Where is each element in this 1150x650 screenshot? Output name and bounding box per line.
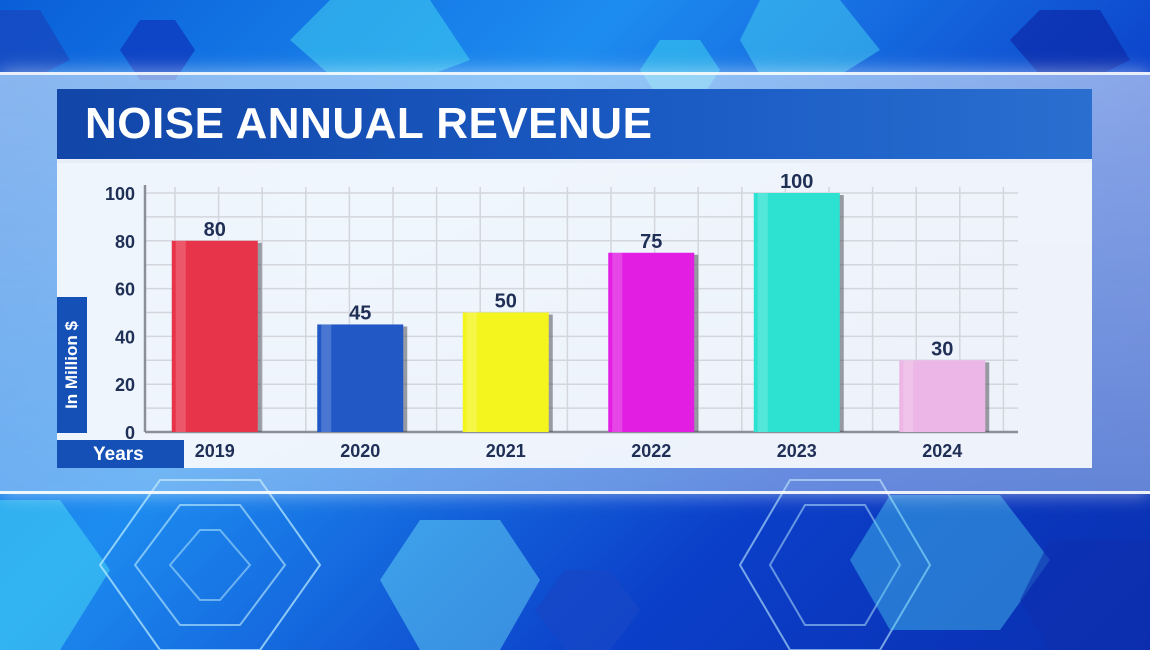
bar	[171, 240, 258, 432]
bar-highlight	[175, 240, 186, 432]
x-tick-label: 2019	[195, 441, 235, 461]
x-tick-label: 2024	[922, 441, 962, 461]
bar	[462, 312, 549, 432]
bar	[899, 360, 986, 432]
bar	[608, 252, 695, 432]
data-label: 75	[640, 231, 662, 253]
chart-title: NOISE ANNUAL REVENUE	[85, 99, 653, 148]
x-tick-label: 2021	[486, 441, 526, 461]
bar-highlight	[757, 193, 768, 432]
y-tick-label: 80	[115, 232, 135, 252]
data-label: 30	[931, 338, 953, 360]
bar-highlight	[903, 360, 914, 432]
x-axis-label: Years	[93, 444, 144, 465]
y-tick-label: 100	[105, 184, 135, 204]
x-tick-label: 2022	[631, 441, 671, 461]
y-tick-label: 60	[115, 280, 135, 300]
bar-highlight	[612, 252, 623, 432]
y-axis-label-box	[57, 297, 87, 433]
x-tick-label: 2023	[777, 441, 817, 461]
bar-highlight	[321, 324, 332, 432]
data-label: 80	[204, 219, 226, 241]
y-tick-label: 40	[115, 327, 135, 347]
data-label: 100	[780, 171, 813, 193]
title-bar: NOISE ANNUAL REVENUE	[57, 89, 1092, 163]
bar	[317, 324, 404, 432]
data-label: 50	[495, 291, 517, 313]
x-tick-label: 2020	[340, 441, 380, 461]
bar	[753, 193, 840, 432]
bar-highlight	[466, 312, 477, 432]
x-axis-label-box: Years	[57, 440, 184, 468]
y-tick-label: 20	[115, 375, 135, 395]
y-tick-label: 0	[125, 423, 135, 443]
data-label: 45	[349, 302, 371, 324]
